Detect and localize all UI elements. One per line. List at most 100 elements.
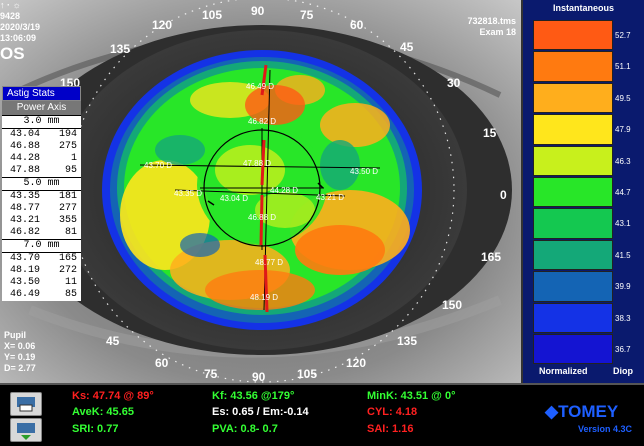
zone-label: 5.0 mm	[2, 177, 81, 191]
stat-row: 44.28 1	[10, 153, 77, 164]
scale-value: 46.3	[615, 156, 631, 166]
stat-row: 43.35 181	[10, 191, 77, 202]
axis-angle-label: 45	[400, 40, 414, 54]
mink-value: MinK: 43.51 @ 0°	[367, 390, 456, 402]
export-icon[interactable]	[10, 418, 42, 442]
axis-angle-label: 120	[152, 18, 173, 32]
scale-swatch	[533, 145, 613, 176]
axis-angle-label: 75	[204, 367, 218, 381]
scale-swatch	[533, 177, 613, 208]
stat-row: 46.49 85	[10, 289, 77, 300]
stat-row: 43.70 165	[10, 253, 77, 264]
stat-row: 46.88 275	[10, 141, 77, 152]
astig-stats-columns: Power Axis	[2, 101, 81, 115]
scale-swatch	[533, 239, 613, 271]
sai-value: SAI: 1.16	[367, 423, 414, 435]
file-info: 732818.tms Exam 18	[467, 16, 516, 38]
axis-angle-label: 105	[202, 8, 223, 22]
map-label: 48.77 D	[255, 258, 283, 267]
pupil-y: Y= 0.19	[4, 352, 36, 362]
software-version: Version 4.3C	[578, 424, 633, 434]
stat-row: 48.77 277	[10, 203, 77, 214]
print-icon[interactable]	[10, 392, 42, 416]
scale-swatch	[533, 20, 613, 51]
scale-value: 49.5	[615, 93, 631, 103]
scale-value: 38.3	[615, 313, 631, 323]
scale-value: 52.7	[615, 31, 631, 40]
map-label: 43.50 D	[350, 167, 378, 176]
topography-svg: 46.49 D 46.82 D 47.88 D 43.70 D 43.35 D …	[0, 0, 521, 383]
cyl-value: CYL: 4.18	[367, 406, 418, 418]
scale-value: 43.1	[615, 219, 631, 229]
axis-angle-label: 150	[442, 298, 463, 312]
stat-row: 43.21 355	[10, 215, 77, 226]
axis-angle-label: 90	[252, 370, 266, 383]
axis-angle-label: 60	[155, 356, 169, 370]
pupil-info: Pupil X= 0.06 Y= 0.19 D= 2.77	[4, 330, 36, 374]
scale-unit: Diop	[613, 366, 633, 376]
map-label: 44.28 D	[270, 186, 298, 195]
scale-value: 44.7	[615, 188, 631, 197]
axis-angle-label: 135	[110, 42, 131, 56]
stat-row: 48.19 272	[10, 265, 77, 276]
axis-angle-label: 0	[500, 188, 507, 202]
axis-angle-label: 45	[106, 334, 120, 348]
exam-number: Exam 18	[479, 27, 516, 37]
logo-mark-icon: ◆	[545, 402, 559, 421]
color-scale-legend: Instantaneous 52.7 51.1 49.5 47.9 46.3 44.7 43…	[521, 0, 644, 383]
map-label: 47.88 D	[243, 159, 271, 168]
exam-time: 13:06:09	[0, 33, 37, 43]
zone-label: 7.0 mm	[2, 239, 81, 253]
scale-value: 36.7	[615, 345, 631, 354]
axis-angle-label: 165	[481, 250, 502, 264]
sri-value: SRI: 0.77	[72, 423, 119, 435]
pupil-x: X= 0.06	[4, 341, 36, 351]
scale-value: 41.5	[615, 250, 631, 260]
exam-date: 2020/3/19	[0, 22, 41, 32]
axis-angle-label: 60	[350, 18, 364, 32]
avek-value: AveK: 45.65	[72, 406, 134, 418]
stat-row: 43.50 11	[10, 277, 77, 288]
ks-value: Ks: 47.74 @ 89°	[72, 390, 154, 402]
map-labels: 46.49 D 46.82 D 47.88 D 43.70 D 43.35 D …	[144, 82, 378, 302]
pupil-title: Pupil	[4, 330, 26, 340]
topography-map[interactable]: 46.49 D 46.82 D 47.88 D 43.70 D 43.35 D …	[0, 0, 521, 383]
map-label: 43.35 D	[174, 189, 202, 198]
scale-swatch	[533, 334, 613, 365]
indices-bar: Ks: 47.74 @ 89° Kf: 43.56 @179° MinK: 43…	[0, 383, 644, 445]
axis-angle-label: 105	[297, 367, 318, 381]
axis-angle-label: 15	[483, 126, 497, 140]
scale-value: 51.1	[615, 62, 631, 72]
astig-stats-button[interactable]: Astig Stats	[2, 86, 81, 101]
scale-value: 47.9	[615, 125, 631, 135]
zone-label: 3.0 mm	[2, 115, 81, 129]
scale-type[interactable]: Normalized	[539, 366, 588, 376]
patient-info: ↑ · ☼ 9428 2020/3/19 13:06:09 OS	[0, 0, 40, 64]
scale-swatch	[533, 302, 613, 333]
kf-value: Kf: 43.56 @179°	[212, 390, 295, 402]
scale-title[interactable]: Instantaneous	[552, 3, 614, 13]
pupil-d: D= 2.77	[4, 363, 36, 373]
axis-angle-label: 135	[397, 334, 418, 348]
axis-angle-label: 120	[346, 356, 367, 370]
scale-swatch	[533, 82, 613, 114]
scale-value: 39.9	[615, 282, 631, 292]
astig-stats-panel: Astig Stats Power Axis 3.0 mm 43.04 194 4…	[2, 86, 81, 301]
map-label: 43.70 D	[144, 161, 172, 170]
scale-swatch	[533, 271, 613, 302]
stat-row: 46.82 81	[10, 227, 77, 238]
patient-id: 9428	[0, 11, 21, 21]
map-label: 46.49 D	[246, 82, 274, 91]
axis-angle-label: 75	[300, 8, 314, 22]
toolbar-icons[interactable]: ↑ · ☼	[0, 0, 21, 10]
axis-angle-label: 90	[251, 4, 265, 18]
stat-row: 43.04 194	[10, 129, 77, 140]
es-em-value: Es: 0.65 / Em:-0.14	[212, 406, 309, 418]
map-label: 48.19 D	[250, 293, 278, 302]
map-label: 43.04 D	[220, 194, 248, 203]
map-label: 46.82 D	[248, 117, 276, 126]
map-label: 43.21 D	[316, 193, 344, 202]
map-label: 46.88 D	[248, 213, 276, 222]
axis-angle-label: 30	[447, 76, 461, 90]
pva-value: PVA: 0.8- 0.7	[212, 423, 278, 435]
